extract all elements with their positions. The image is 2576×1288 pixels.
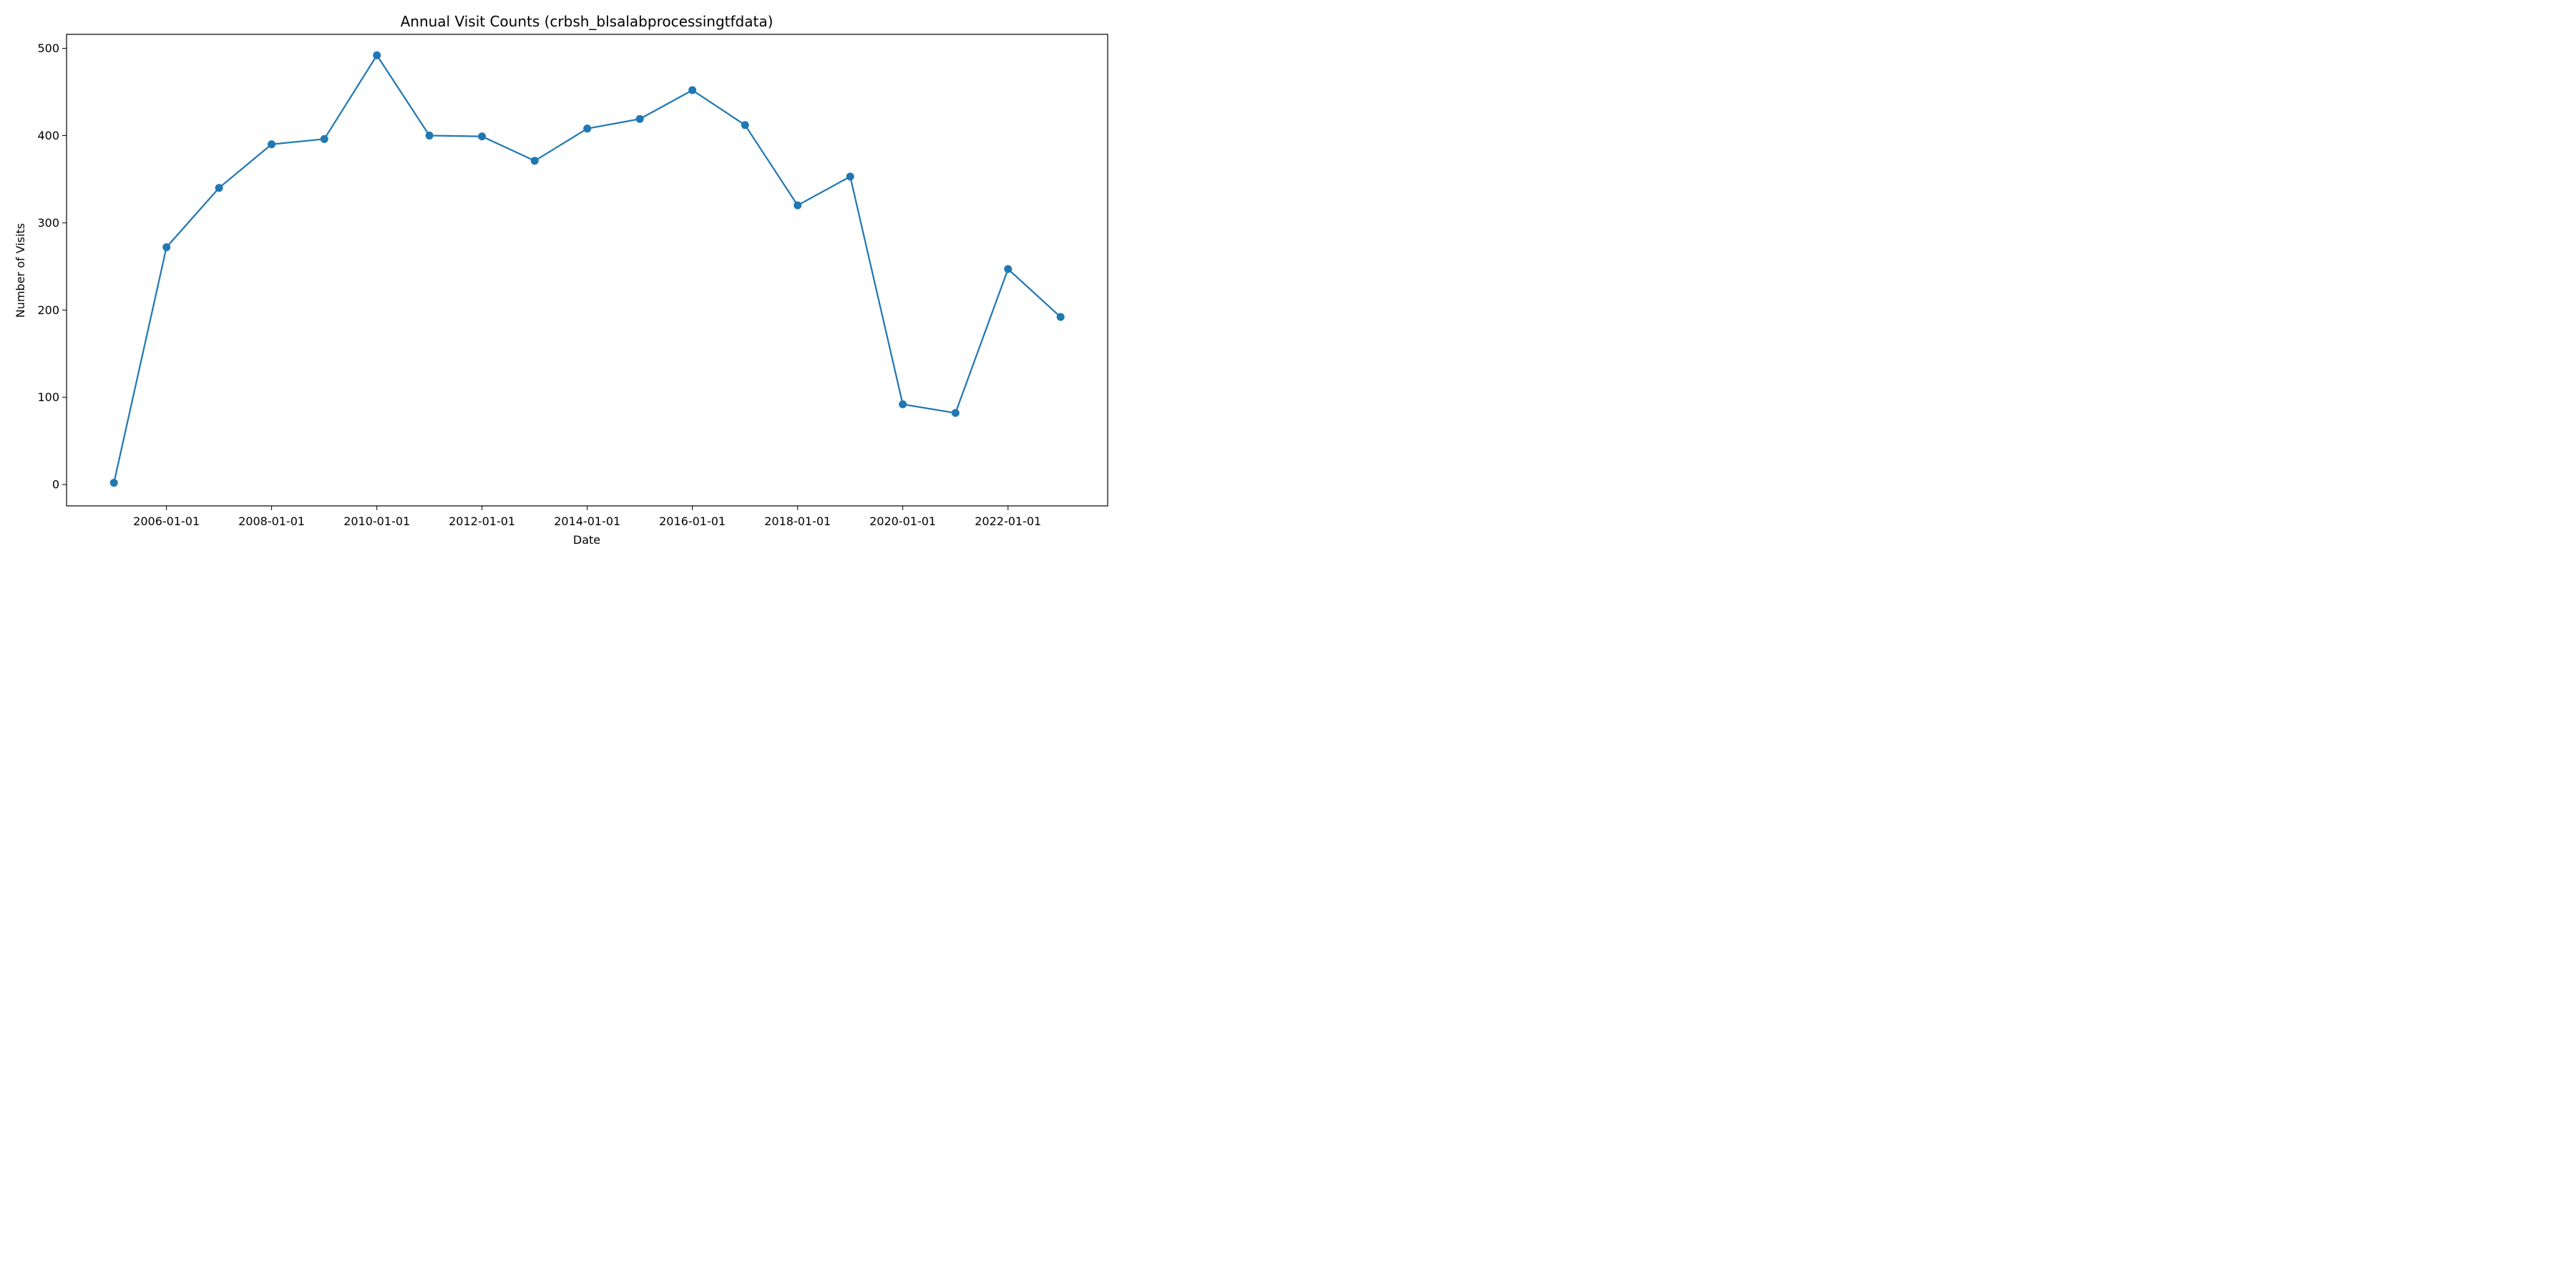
plot-frame: [66, 34, 1108, 507]
x-tick-label: 2008-01-01: [238, 514, 305, 528]
series-line: [113, 54, 1061, 483]
x-tick-label: 2006-01-01: [133, 514, 200, 528]
y-tick-label: 300: [37, 216, 59, 230]
y-tick-label: 0: [52, 478, 59, 492]
x-axis-label: Date: [573, 533, 600, 547]
data-point: [846, 172, 854, 181]
chart-container: Annual Visit Counts (crbsh_blsalabproces…: [0, 0, 1122, 561]
data-point: [688, 86, 697, 94]
data-point: [162, 243, 171, 251]
data-point: [899, 400, 907, 409]
y-tick-label: 200: [37, 303, 59, 317]
y-axis-label: Number of Visits: [14, 223, 27, 318]
x-tick-label: 2022-01-01: [975, 514, 1041, 528]
data-point: [951, 409, 960, 417]
data-point: [1056, 313, 1065, 321]
data-point: [478, 132, 487, 141]
x-tick-label: 2020-01-01: [869, 514, 936, 528]
y-tick-label: 100: [37, 391, 59, 404]
x-tick-label: 2016-01-01: [659, 514, 726, 528]
data-point: [215, 184, 223, 192]
data-point: [320, 135, 328, 143]
data-point: [425, 131, 434, 140]
chart-title: Annual Visit Counts (crbsh_blsalabproces…: [401, 13, 774, 30]
data-point: [583, 125, 592, 133]
data-point: [109, 479, 118, 487]
data-point: [794, 201, 802, 210]
data-point: [741, 121, 749, 130]
x-tick-label: 2012-01-01: [449, 514, 515, 528]
data-point: [373, 51, 381, 59]
data-point: [268, 140, 276, 149]
x-tick-label: 2018-01-01: [764, 514, 831, 528]
data-point: [635, 114, 644, 123]
x-tick-label: 2010-01-01: [343, 514, 410, 528]
data-point: [530, 157, 539, 165]
data-point: [1004, 265, 1013, 273]
x-tick-label: 2014-01-01: [554, 514, 620, 528]
y-tick-label: 500: [37, 42, 59, 55]
line-chart: Annual Visit Counts (crbsh_blsalabproces…: [14, 13, 1108, 547]
y-tick-label: 400: [37, 129, 59, 142]
